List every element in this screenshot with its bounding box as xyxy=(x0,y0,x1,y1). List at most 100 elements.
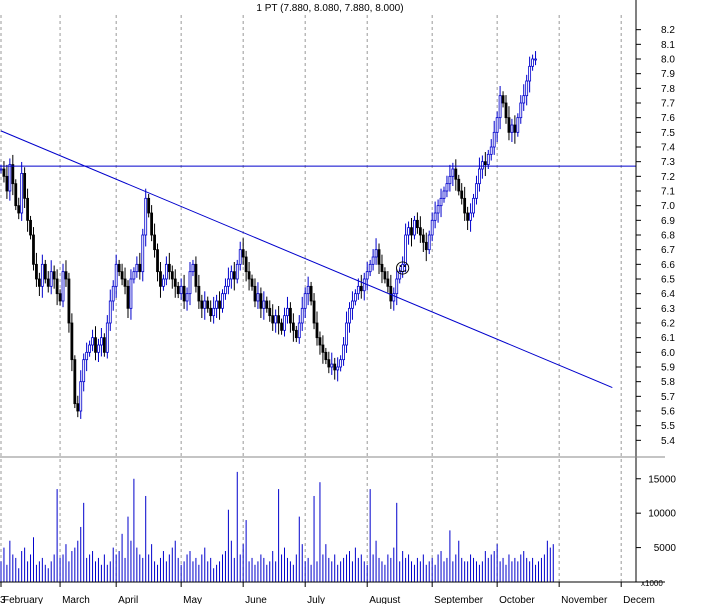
y-tick-label: 5.6 xyxy=(661,407,675,418)
volume-bars xyxy=(0,471,554,582)
candle-body xyxy=(475,183,478,199)
candle-body xyxy=(413,219,416,236)
y-tick-label: 8.2 xyxy=(661,25,675,36)
candle-body xyxy=(35,263,38,280)
candle-body xyxy=(173,278,177,287)
y-tick-label: 7.1 xyxy=(661,187,675,198)
candle-body xyxy=(368,263,372,273)
candle-body xyxy=(117,263,121,273)
candle-body xyxy=(445,183,449,192)
candle-body xyxy=(463,197,467,214)
candle-body xyxy=(315,322,319,339)
candle-body xyxy=(330,363,334,368)
volume-tick-label: 15000 xyxy=(648,474,676,485)
candle-body xyxy=(156,249,159,273)
downtrend-line xyxy=(0,130,613,388)
x-tick-june: June xyxy=(245,595,267,604)
candle-body xyxy=(215,300,218,309)
candle-body xyxy=(483,161,487,166)
candle-body xyxy=(206,300,210,309)
y-tick-label: 6.1 xyxy=(661,333,675,344)
candle-body xyxy=(170,271,174,280)
candle-body xyxy=(64,271,68,280)
candle-body xyxy=(221,293,224,309)
x-tick-start: 3 xyxy=(0,595,6,604)
x-tick-may: May xyxy=(183,595,202,604)
candle-body xyxy=(410,227,413,236)
candle-body xyxy=(377,249,381,265)
y-tick-label: 6.7 xyxy=(661,245,675,256)
candle-body xyxy=(433,212,437,221)
candle-body xyxy=(283,315,286,331)
candle-body xyxy=(241,249,245,258)
candle-body xyxy=(430,219,434,236)
candle-body xyxy=(265,300,269,309)
candle-body xyxy=(14,183,18,207)
candle-body xyxy=(144,197,148,236)
candle-body xyxy=(274,315,278,324)
candle-body xyxy=(268,307,272,317)
candle-body xyxy=(111,285,115,302)
candle-body xyxy=(209,307,213,317)
candle-body xyxy=(522,95,526,104)
candle-body xyxy=(162,278,165,287)
y-tick-label: 5.7 xyxy=(661,392,675,403)
candle-body xyxy=(73,359,77,405)
candle-body xyxy=(182,285,186,302)
y-tick-label: 6.2 xyxy=(661,319,675,330)
candle-body xyxy=(451,168,455,177)
candle-body xyxy=(401,263,405,273)
candle-body xyxy=(504,102,508,119)
candle-body xyxy=(339,359,343,368)
candle-body xyxy=(289,307,292,324)
y-tick-label: 7.8 xyxy=(661,84,675,95)
candle-body xyxy=(421,234,425,243)
candle-body xyxy=(82,359,86,383)
candle-body xyxy=(495,117,499,133)
candle-body xyxy=(11,164,15,185)
volume-tick-label: 5000 xyxy=(654,543,677,554)
candle-body xyxy=(167,263,171,273)
candle-body xyxy=(159,271,162,287)
candle-body xyxy=(336,366,340,371)
candle-body xyxy=(519,102,523,119)
y-tick-label: 8.0 xyxy=(661,55,675,66)
x-tick-july: July xyxy=(307,595,325,604)
candle-body xyxy=(513,124,517,133)
volume-unit-label: x1000 xyxy=(641,579,663,588)
x-tick-november: November xyxy=(561,595,608,604)
candle-body xyxy=(108,300,112,324)
candle-body xyxy=(356,285,360,295)
candle-body xyxy=(49,271,53,287)
candle-body xyxy=(309,285,313,302)
candle-body xyxy=(176,285,180,295)
y-tick-label: 5.8 xyxy=(661,377,675,388)
candle-body xyxy=(342,344,345,361)
y-tick-label: 7.6 xyxy=(661,113,675,124)
candle-body xyxy=(88,344,91,353)
candle-body xyxy=(389,285,393,302)
candle-body xyxy=(138,263,142,273)
y-tick-label: 5.4 xyxy=(661,436,675,447)
candle-body xyxy=(29,219,32,236)
candle-body xyxy=(250,278,254,287)
candle-body xyxy=(386,278,390,287)
candle-body xyxy=(203,300,207,309)
y-tick-label: 5.5 xyxy=(661,421,675,432)
candle-body xyxy=(200,300,204,309)
x-tick-august: August xyxy=(369,595,400,604)
y-tick-label: 6.3 xyxy=(661,304,675,315)
candle-body xyxy=(123,278,127,287)
candle-body xyxy=(318,337,322,346)
candle-body xyxy=(147,197,151,214)
candle-body xyxy=(141,234,145,273)
candle-body xyxy=(17,205,21,214)
candle-body xyxy=(404,234,407,265)
candle-body xyxy=(102,337,106,353)
candle-body xyxy=(460,190,464,199)
candle-body xyxy=(40,263,44,287)
candle-body xyxy=(457,178,461,192)
candle-body xyxy=(277,315,281,324)
y-tick-label: 6.5 xyxy=(661,275,675,286)
candle-body xyxy=(100,337,103,346)
